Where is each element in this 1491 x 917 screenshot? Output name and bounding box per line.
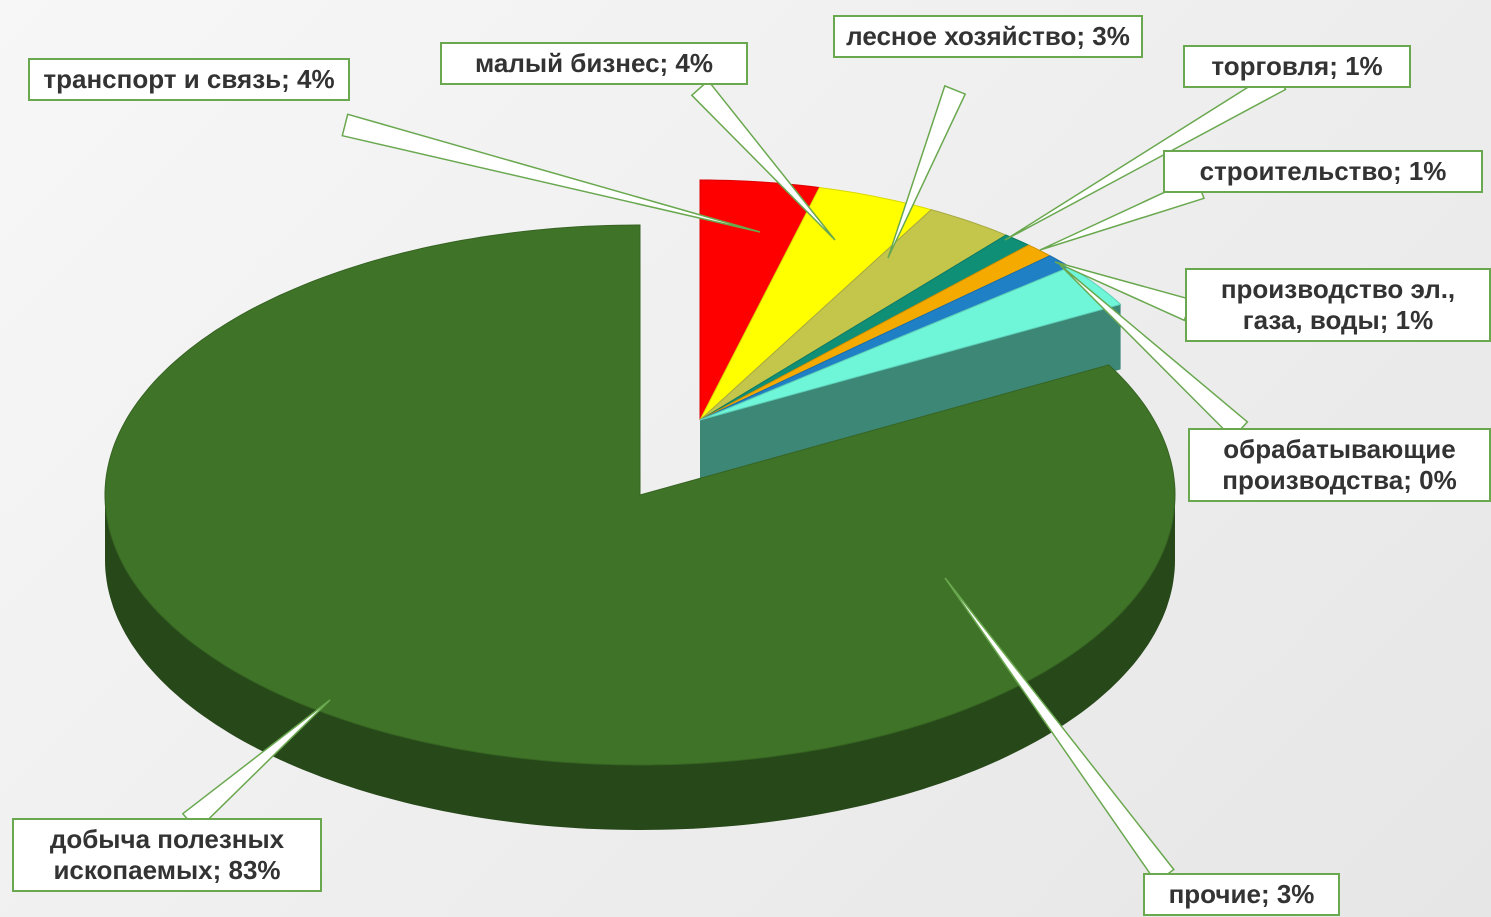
label-category: производство эл., газа, воды: [1220, 274, 1456, 335]
label-category: лесное хозяйство: [846, 21, 1077, 51]
label-value: 3%: [1276, 879, 1315, 909]
label-value: 83%: [228, 855, 281, 885]
label-category: строительство: [1199, 156, 1393, 186]
pie-tops: [104, 179, 1176, 766]
label-separator: ;: [212, 855, 229, 885]
label-separator: ;: [1403, 465, 1420, 495]
label-separator: ;: [1379, 305, 1396, 335]
data-label: строительство; 1%: [1163, 150, 1483, 193]
label-value: 4%: [675, 48, 713, 78]
label-separator: ;: [1329, 51, 1346, 81]
callout-pointer: [341, 113, 761, 233]
label-category: обрабатывающие производства: [1222, 434, 1456, 495]
pie-slice: [699, 209, 1008, 421]
label-category: малый бизнес: [475, 48, 660, 78]
label-category: торговля: [1211, 51, 1330, 81]
label-value: 1%: [1345, 51, 1383, 81]
label-separator: ;: [1076, 21, 1093, 51]
slice-rim: [105, 495, 1175, 830]
data-label: производство эл., газа, воды; 1%: [1185, 268, 1491, 342]
label-value: 4%: [297, 64, 335, 94]
pie-slice: [104, 224, 1176, 766]
label-value: 1%: [1395, 305, 1434, 335]
label-category: добыча полезных ископаемых: [49, 824, 285, 885]
label-value: 1%: [1408, 156, 1447, 186]
data-label: обрабатывающие производства; 0%: [1188, 428, 1491, 502]
label-value: 3%: [1092, 21, 1130, 51]
data-label: лесное хозяйство; 3%: [833, 15, 1143, 58]
data-label: добыча полезных ископаемых; 83%: [12, 818, 322, 892]
pie-slice: [699, 179, 821, 421]
data-label: прочие; 3%: [1143, 873, 1340, 916]
slice-wall: [700, 304, 1121, 485]
callout-pointers: [181, 69, 1287, 884]
label-category: прочие: [1168, 879, 1261, 909]
label-separator: ;: [659, 48, 676, 78]
callout-pointer: [887, 84, 967, 259]
label-separator: ;: [281, 64, 298, 94]
label-category: транспорт и связь: [43, 64, 282, 94]
data-label: торговля; 1%: [1183, 45, 1411, 88]
label-value: 0%: [1419, 465, 1457, 495]
data-label: малый бизнес; 4%: [440, 42, 748, 85]
pie-slice: [699, 186, 933, 421]
callout-pointer: [690, 79, 836, 241]
label-separator: ;: [1260, 879, 1277, 909]
data-label: транспорт и связь; 4%: [28, 58, 350, 101]
label-separator: ;: [1392, 156, 1409, 186]
